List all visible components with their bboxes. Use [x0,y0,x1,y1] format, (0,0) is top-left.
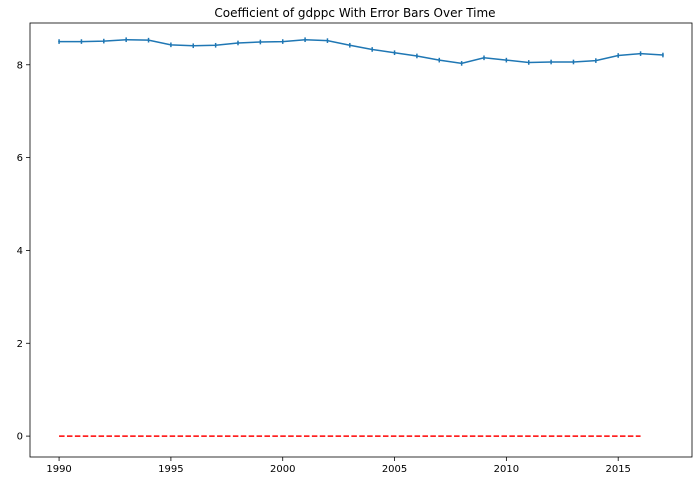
data-point [527,61,530,64]
data-point [102,40,105,43]
data-point [416,55,418,57]
data-point [58,40,60,43]
x-tick-label: 2005 [382,464,407,475]
data-point [438,59,441,62]
data-point [259,41,262,43]
y-tick-label: 6 [17,153,23,164]
x-tick-label: 2000 [270,464,295,475]
data-point [572,61,575,63]
chart-title: Coefficient of gdppc With Error Bars Ove… [214,6,495,20]
x-tick-label: 2010 [494,464,519,475]
data-point [460,62,463,65]
data-point [348,44,351,47]
data-point [550,61,553,63]
data-point [281,40,284,43]
x-tick-label: 1990 [46,464,71,475]
data-point [662,54,664,56]
x-tick-label: 2015 [605,464,630,475]
data-point [125,38,128,41]
data-point [594,59,597,62]
y-tick-label: 4 [17,246,23,257]
data-point [237,42,239,44]
plot-area [58,37,664,437]
data-point [192,44,195,47]
data-point [326,39,329,42]
data-point [483,56,485,59]
x-tick-label: 1995 [158,464,183,475]
data-point [304,38,306,41]
data-point [393,51,396,54]
y-tick-label: 0 [17,432,23,443]
data-point [80,40,83,43]
y-tick-label: 2 [17,339,23,350]
data-point [147,39,150,42]
data-point [214,44,217,47]
data-point [169,43,172,46]
data-point [505,59,508,62]
data-point [371,48,374,51]
y-tick-label: 8 [17,60,23,71]
data-point [617,54,620,57]
axes-frame [29,22,693,458]
coefficient-line [59,38,663,65]
data-point [639,52,642,55]
